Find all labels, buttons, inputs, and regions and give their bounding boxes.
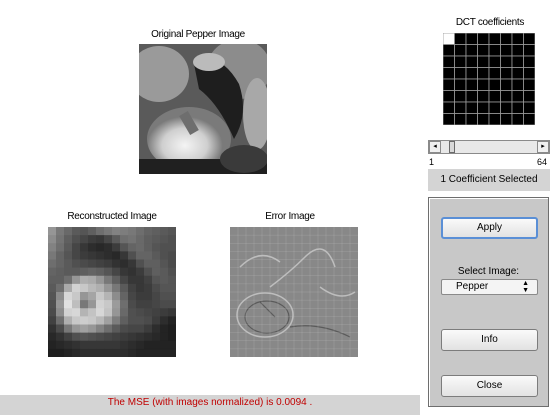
dct-cell[interactable] xyxy=(500,44,513,57)
dct-cell[interactable] xyxy=(454,67,467,80)
image-select[interactable]: Pepper ▲ ▼ xyxy=(441,279,538,295)
dct-cell[interactable] xyxy=(477,55,490,68)
dct-cell[interactable] xyxy=(488,78,501,91)
slider-min-label: 1 xyxy=(429,157,435,167)
dct-cell[interactable] xyxy=(523,67,536,80)
dct-cell[interactable] xyxy=(454,44,467,57)
dct-cell[interactable] xyxy=(523,101,536,114)
dct-cell[interactable] xyxy=(500,33,513,45)
select-image-label: Select Image: xyxy=(457,266,520,277)
dct-cell[interactable] xyxy=(477,90,490,103)
dct-cell[interactable] xyxy=(523,33,536,45)
dct-cell[interactable] xyxy=(443,44,455,57)
dct-cell[interactable] xyxy=(500,55,513,68)
dct-cell[interactable] xyxy=(523,78,536,91)
dct-cell[interactable] xyxy=(523,90,536,103)
dct-cell[interactable] xyxy=(477,44,490,57)
status-bar: The MSE (with images normalized) is 0.00… xyxy=(0,395,420,415)
updown-arrows-icon: ▲ ▼ xyxy=(522,280,529,294)
dct-cell[interactable] xyxy=(488,101,501,114)
dct-cell[interactable] xyxy=(511,90,524,103)
dct-cell[interactable] xyxy=(511,113,524,126)
dct-cell[interactable] xyxy=(511,101,524,114)
dct-cell[interactable] xyxy=(477,113,490,126)
reconstructed-image xyxy=(48,227,176,357)
dct-cell[interactable] xyxy=(477,67,490,80)
dct-cell[interactable] xyxy=(500,101,513,114)
dct-cell[interactable] xyxy=(443,67,455,80)
error-image-title: Error Image xyxy=(265,211,315,222)
slider-right-arrow-icon[interactable]: ▸ xyxy=(537,141,549,153)
dct-cell[interactable] xyxy=(488,33,501,45)
dct-cell[interactable] xyxy=(465,101,478,114)
dct-cell[interactable] xyxy=(454,55,467,68)
original-image-title: Original Pepper Image xyxy=(151,29,245,40)
dct-cell[interactable] xyxy=(511,44,524,57)
slider-left-arrow-icon[interactable]: ◂ xyxy=(429,141,441,153)
dct-cell[interactable] xyxy=(500,90,513,103)
dct-cell[interactable] xyxy=(465,44,478,57)
dct-cell[interactable] xyxy=(443,55,455,68)
dct-cell[interactable] xyxy=(511,55,524,68)
error-image xyxy=(230,227,358,357)
dct-cell[interactable] xyxy=(454,90,467,103)
dct-cell[interactable] xyxy=(443,113,455,126)
original-pepper-image xyxy=(139,44,267,174)
coefficient-slider[interactable]: ◂ ▸ xyxy=(428,140,550,154)
reconstructed-image-title: Reconstructed Image xyxy=(67,211,157,222)
dct-cell[interactable] xyxy=(488,67,501,80)
dct-cell[interactable] xyxy=(443,90,455,103)
dct-cell[interactable] xyxy=(454,78,467,91)
dct-cell[interactable] xyxy=(488,44,501,57)
dct-cell[interactable] xyxy=(488,90,501,103)
dct-cell[interactable] xyxy=(477,78,490,91)
dct-cell[interactable] xyxy=(523,55,536,68)
dct-cell[interactable] xyxy=(465,33,478,45)
dct-cell[interactable] xyxy=(454,101,467,114)
dct-cell[interactable] xyxy=(511,33,524,45)
dct-cell[interactable] xyxy=(465,113,478,126)
dct-cell[interactable] xyxy=(500,78,513,91)
dct-cell[interactable] xyxy=(488,113,501,126)
dct-cell[interactable] xyxy=(443,101,455,114)
control-panel: Apply Select Image: Pepper ▲ ▼ Info Close xyxy=(428,197,549,407)
image-select-value: Pepper xyxy=(456,281,489,292)
dct-coefficient-grid[interactable] xyxy=(443,33,535,125)
dct-cell[interactable] xyxy=(477,101,490,114)
dct-cell[interactable] xyxy=(454,113,467,126)
dct-cell[interactable] xyxy=(500,113,513,126)
dct-cell[interactable] xyxy=(477,33,490,45)
info-button[interactable]: Info xyxy=(441,329,538,351)
dct-cell[interactable] xyxy=(465,67,478,80)
dct-cell[interactable] xyxy=(454,33,467,45)
dct-coefficients-title: DCT coefficients xyxy=(455,17,525,28)
coefficient-count-label: 1 Coefficient Selected xyxy=(428,169,550,191)
mse-status-text: The MSE (with images normalized) is 0.00… xyxy=(107,397,313,408)
dct-cell[interactable] xyxy=(443,78,455,91)
dct-cell[interactable] xyxy=(465,55,478,68)
dct-cell[interactable] xyxy=(465,90,478,103)
close-button[interactable]: Close xyxy=(441,375,538,397)
dct-cell[interactable] xyxy=(511,78,524,91)
dct-cell[interactable] xyxy=(488,55,501,68)
dct-cell[interactable] xyxy=(465,78,478,91)
dct-cell[interactable] xyxy=(500,67,513,80)
dct-cell[interactable] xyxy=(523,44,536,57)
dct-cell[interactable] xyxy=(511,67,524,80)
dct-cell[interactable] xyxy=(443,33,455,45)
slider-max-label: 64 xyxy=(537,157,548,167)
apply-button[interactable]: Apply xyxy=(441,217,538,239)
slider-thumb[interactable] xyxy=(449,141,455,153)
dct-cell[interactable] xyxy=(523,113,536,126)
